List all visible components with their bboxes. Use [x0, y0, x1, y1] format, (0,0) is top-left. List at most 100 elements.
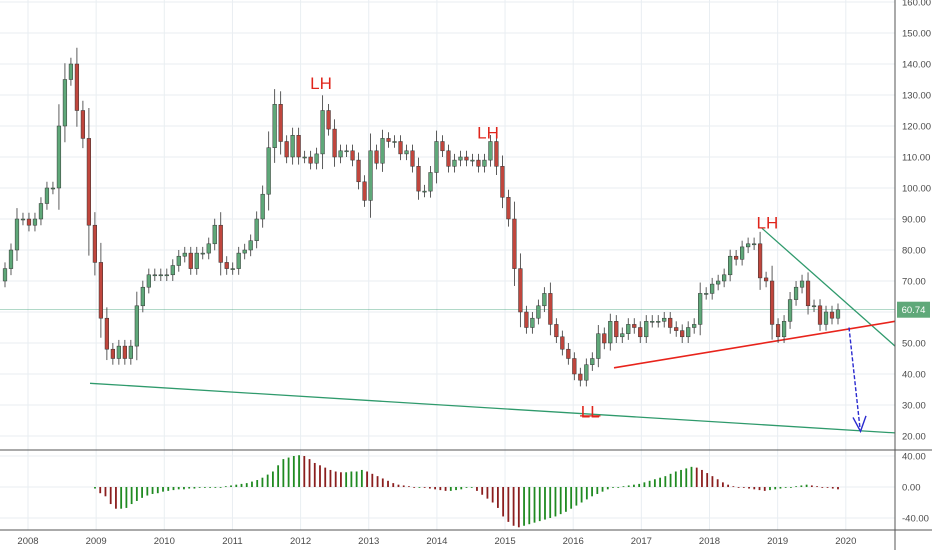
x-tick-label: 2014	[426, 536, 447, 547]
candle	[512, 218, 517, 269]
histogram-bar	[790, 487, 792, 488]
histogram-bar	[324, 467, 327, 487]
histogram-bar	[538, 487, 541, 522]
candle	[799, 280, 805, 288]
histogram-bar	[570, 487, 573, 509]
candle	[380, 138, 385, 164]
histogram-bar	[455, 487, 457, 491]
histogram-bar	[491, 487, 494, 503]
candle	[140, 286, 145, 307]
histogram-bar	[193, 487, 196, 489]
histogram-bar	[585, 487, 588, 500]
candle	[644, 321, 649, 338]
histogram-bar	[612, 487, 614, 488]
histogram-bar	[392, 483, 395, 487]
histogram-bar	[627, 485, 630, 487]
candle	[386, 138, 391, 142]
candle	[392, 141, 397, 143]
histogram-bar	[554, 487, 557, 517]
y-tick-label: 130.00	[902, 91, 931, 102]
histogram-bar	[277, 465, 280, 487]
candle	[398, 141, 403, 155]
histogram-bar	[313, 462, 316, 487]
candle	[80, 110, 86, 139]
annotations: LH LH LH LL	[310, 74, 778, 422]
histogram-bar	[695, 467, 698, 487]
histogram-bar	[601, 487, 604, 492]
candle	[698, 293, 703, 325]
histogram-bar	[753, 487, 756, 490]
histogram-bar	[130, 487, 133, 505]
x-tick-label: 2020	[835, 536, 856, 547]
candle	[811, 305, 817, 308]
y-tick-label: 150.00	[902, 29, 931, 40]
histogram-bar	[434, 487, 437, 490]
histogram-bar	[408, 486, 410, 488]
candle	[218, 224, 223, 263]
candle	[302, 156, 307, 159]
histogram-bar	[544, 487, 546, 520]
annotation-lh: LH	[757, 213, 779, 232]
histogram-bar	[219, 487, 222, 488]
candle	[452, 159, 457, 167]
candle	[284, 141, 289, 158]
histogram-bar	[496, 487, 499, 508]
candle	[350, 150, 355, 161]
candle	[188, 252, 193, 269]
histogram-bar	[701, 469, 703, 487]
candle	[662, 317, 667, 322]
candle	[817, 305, 823, 325]
candle	[524, 311, 529, 328]
histogram-bar	[319, 465, 321, 487]
histogram-bar	[198, 487, 201, 488]
candle	[704, 293, 709, 295]
candle	[104, 317, 109, 350]
histogram-bar	[162, 487, 164, 492]
candle	[506, 197, 511, 220]
histogram-bar	[104, 487, 107, 497]
candle	[134, 305, 139, 347]
histogram-bar	[648, 480, 651, 487]
candle	[368, 150, 373, 201]
histogram	[94, 455, 839, 528]
histogram-bar	[251, 481, 253, 487]
histogram-bar	[329, 469, 332, 487]
candle	[500, 166, 505, 198]
histogram-bar	[742, 487, 745, 488]
x-tick-label: 2012	[290, 536, 311, 547]
candle	[320, 110, 325, 155]
histogram-bar	[141, 487, 143, 498]
histogram-bar	[183, 487, 185, 490]
candle	[248, 240, 253, 251]
candle	[572, 358, 577, 375]
histogram-bar	[334, 471, 337, 487]
histogram-bar	[737, 487, 740, 488]
candle	[722, 274, 727, 282]
histogram-bar	[413, 487, 416, 488]
candle	[793, 286, 799, 300]
candle	[482, 159, 487, 167]
candle	[122, 345, 127, 359]
histogram-bar	[507, 487, 510, 522]
candle	[128, 345, 133, 359]
candle	[542, 293, 547, 307]
candle	[8, 249, 14, 269]
candle	[290, 135, 295, 158]
histogram-bar	[502, 487, 505, 517]
histogram-bar	[763, 487, 766, 491]
candle	[296, 135, 301, 158]
annotation-ll: LL	[581, 402, 600, 421]
histogram-bar	[575, 487, 578, 506]
candle	[566, 348, 571, 359]
candle	[578, 373, 583, 381]
candle	[26, 218, 32, 226]
histogram-bar	[643, 482, 646, 487]
candle	[518, 268, 523, 313]
candle	[20, 218, 26, 221]
histogram-bar	[308, 459, 311, 487]
candle	[152, 274, 157, 277]
histogram-bar	[214, 487, 217, 488]
candle	[781, 321, 787, 338]
